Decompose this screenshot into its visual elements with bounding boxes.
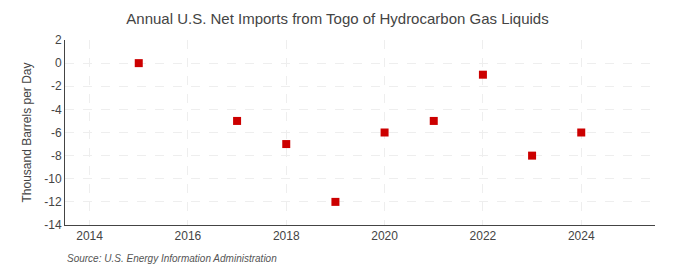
svg-text:2020: 2020 [371,229,398,243]
svg-text:2018: 2018 [273,229,300,243]
svg-text:Annual U.S. Net Imports from T: Annual U.S. Net Imports from Togo of Hyd… [126,10,548,27]
svg-text:2: 2 [55,33,62,47]
svg-text:-2: -2 [51,79,62,93]
svg-text:-14: -14 [44,218,62,232]
svg-text:2022: 2022 [470,229,497,243]
svg-text:-6: -6 [51,126,62,140]
svg-text:-10: -10 [44,172,62,186]
svg-text:0: 0 [55,56,62,70]
svg-text:2014: 2014 [76,229,103,243]
svg-text:2024: 2024 [568,229,595,243]
svg-text:Thousand Barrels per Day: Thousand Barrels per Day [20,62,34,202]
svg-text:-8: -8 [51,149,62,163]
svg-text:Source: U.S. Energy Informatio: Source: U.S. Energy Information Administ… [67,253,277,264]
svg-text:2016: 2016 [175,229,202,243]
svg-text:-12: -12 [44,195,62,209]
svg-text:-4: -4 [51,103,62,117]
